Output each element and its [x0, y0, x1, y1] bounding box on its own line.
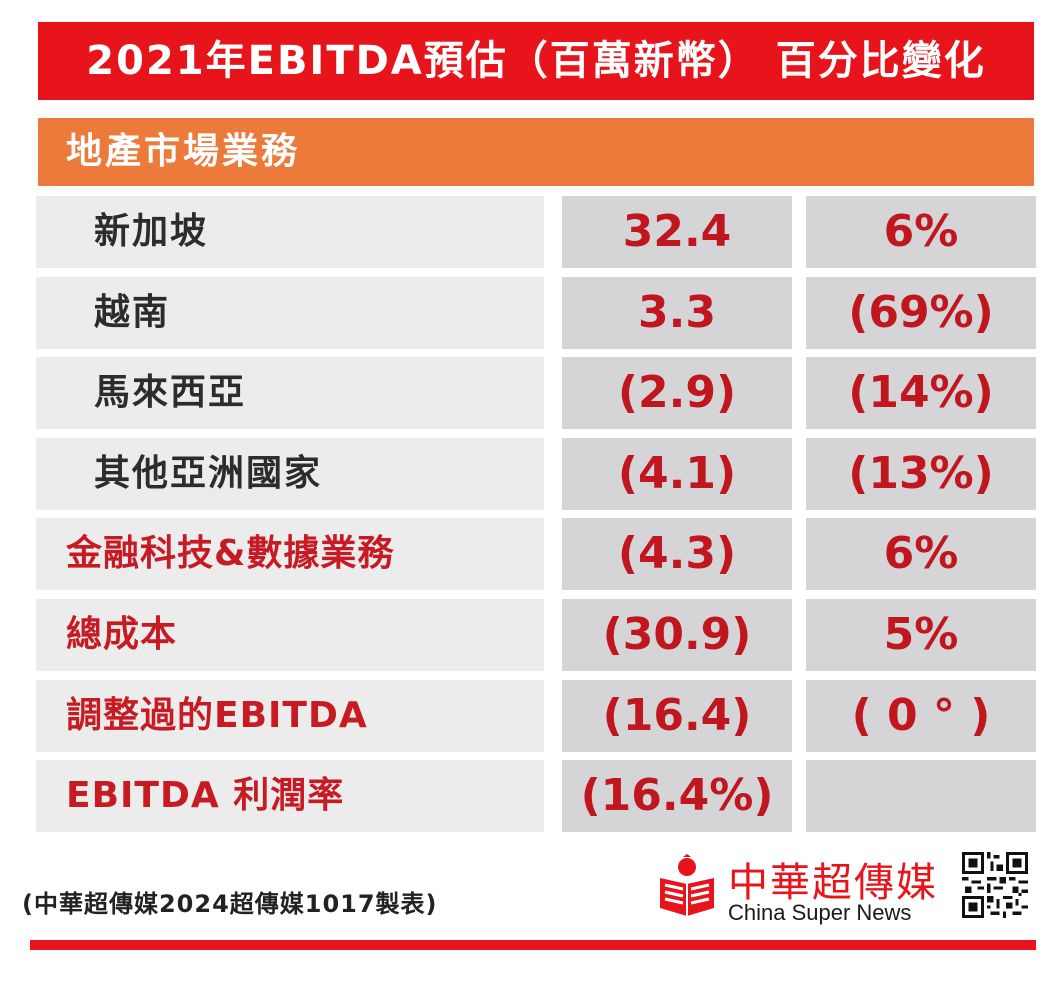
table-row: 金融科技&數據業務 (4.3) 6% — [36, 518, 1036, 590]
row-change: (14%) — [806, 357, 1036, 429]
row-label: 馬來西亞 — [36, 357, 544, 429]
row-label: 金融科技&數據業務 — [36, 518, 544, 590]
table-row: 馬來西亞 (2.9) (14%) — [36, 357, 1036, 429]
table-title: 2021年EBITDA預估（百萬新幣） 百分比變化 — [38, 22, 1034, 100]
table-row: 新加坡 32.4 6% — [36, 196, 1036, 268]
qr-code-icon — [962, 852, 1028, 918]
row-change: 6% — [806, 196, 1036, 268]
row-value: (16.4%) — [562, 760, 792, 832]
table-row: 調整過的EBITDA (16.4) ( 0 ° ) — [36, 680, 1036, 752]
row-label: 新加坡 — [36, 196, 544, 268]
section-header: 地產市場業務 — [38, 118, 1034, 186]
table-row: EBITDA 利潤率 (16.4%) — [36, 760, 1036, 832]
row-change: ( 0 ° ) — [806, 680, 1036, 752]
row-label: 調整過的EBITDA — [36, 680, 544, 752]
row-value: 3.3 — [562, 277, 792, 349]
row-change: (69%) — [806, 277, 1036, 349]
bottom-divider — [30, 940, 1036, 950]
row-value: (30.9) — [562, 599, 792, 671]
row-label: 總成本 — [36, 599, 544, 671]
row-label: 越南 — [36, 277, 544, 349]
logo-english-name: China Super News — [728, 900, 912, 925]
row-value: (4.1) — [562, 438, 792, 510]
table-row: 越南 3.3 (69%) — [36, 277, 1036, 349]
logo-chinese-name: 中華超傳媒 — [728, 860, 938, 906]
row-change — [806, 760, 1036, 832]
row-change: 6% — [806, 518, 1036, 590]
row-value: (4.3) — [562, 518, 792, 590]
row-change: 5% — [806, 599, 1036, 671]
row-label: 其他亞洲國家 — [36, 438, 544, 510]
table-row: 其他亞洲國家 (4.1) (13%) — [36, 438, 1036, 510]
row-change: (13%) — [806, 438, 1036, 510]
source-footnote: (中華超傳媒2024超傳媒1017製表) — [22, 890, 438, 918]
brand-logo: 中華超傳媒 China Super News — [654, 850, 944, 926]
row-value: (2.9) — [562, 357, 792, 429]
reading-person-logo-icon — [660, 854, 714, 916]
row-value: (16.4) — [562, 680, 792, 752]
row-value: 32.4 — [562, 196, 792, 268]
row-label: EBITDA 利潤率 — [36, 760, 544, 832]
table-row: 總成本 (30.9) 5% — [36, 599, 1036, 671]
